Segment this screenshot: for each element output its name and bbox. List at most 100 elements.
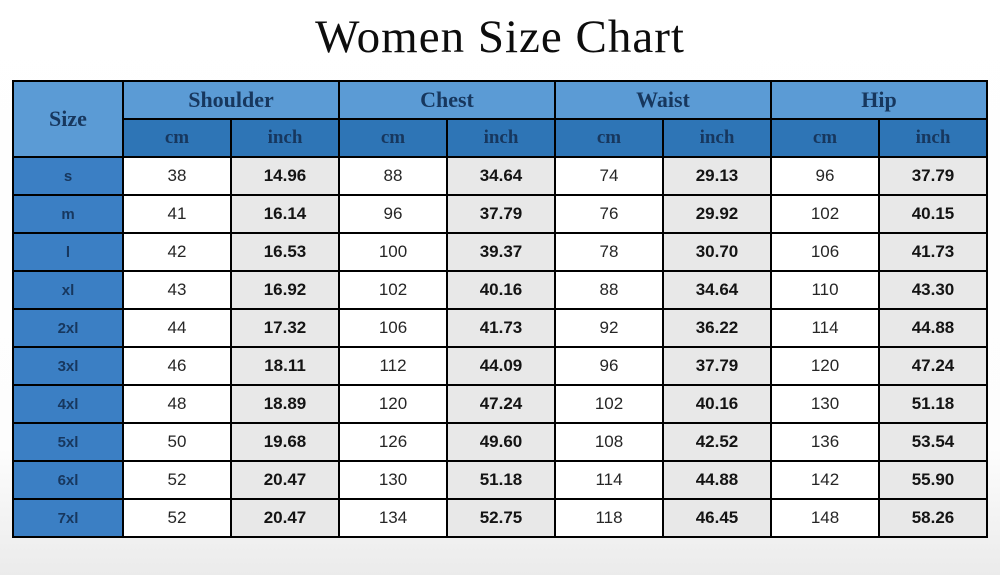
unit-header-chest-inch: inch: [446, 118, 556, 159]
table-row: m 41 16.14 96 37.79 76 29.92 102 40.15: [12, 194, 988, 235]
unit-header-shoulder-cm: cm: [122, 118, 232, 159]
row-size-label: 7xl: [12, 498, 124, 539]
row-size-label: l: [12, 232, 124, 273]
cell-hip-inch: 51.18: [878, 384, 988, 425]
cell-shoulder-cm: 52: [122, 498, 232, 539]
table-body: s 38 14.96 88 34.64 74 29.13 96 37.79 m 41 16.14 96 3…: [12, 156, 988, 539]
cell-chest-cm: 120: [338, 384, 448, 425]
cell-shoulder-inch: 14.96: [230, 156, 340, 197]
group-header-chest: Chest: [338, 80, 556, 121]
group-header-waist: Waist: [554, 80, 772, 121]
cell-chest-inch: 47.24: [446, 384, 556, 425]
cell-waist-inch: 30.70: [662, 232, 772, 273]
cell-chest-cm: 112: [338, 346, 448, 387]
cell-chest-cm: 88: [338, 156, 448, 197]
cell-chest-inch: 49.60: [446, 422, 556, 463]
cell-chest-inch: 37.79: [446, 194, 556, 235]
unit-header-row: cm inch cm inch cm inch cm inch: [13, 118, 988, 159]
cell-waist-cm: 88: [554, 270, 664, 311]
cell-waist-cm: 96: [554, 346, 664, 387]
row-size-label: 2xl: [12, 308, 124, 349]
unit-header-hip-inch: inch: [878, 118, 988, 159]
cell-hip-cm: 130: [770, 384, 880, 425]
cell-shoulder-inch: 20.47: [230, 498, 340, 539]
cell-chest-inch: 44.09: [446, 346, 556, 387]
cell-shoulder-cm: 43: [122, 270, 232, 311]
cell-chest-cm: 102: [338, 270, 448, 311]
cell-chest-inch: 34.64: [446, 156, 556, 197]
unit-header-hip-cm: cm: [770, 118, 880, 159]
group-header-row: Size Shoulder Chest Waist Hip: [12, 80, 988, 159]
cell-chest-inch: 39.37: [446, 232, 556, 273]
unit-header-waist-inch: inch: [662, 118, 772, 159]
cell-shoulder-cm: 38: [122, 156, 232, 197]
cell-shoulder-cm: 42: [122, 232, 232, 273]
cell-shoulder-inch: 17.32: [230, 308, 340, 349]
cell-chest-inch: 52.75: [446, 498, 556, 539]
cell-waist-cm: 92: [554, 308, 664, 349]
cell-shoulder-inch: 16.92: [230, 270, 340, 311]
cell-shoulder-cm: 48: [122, 384, 232, 425]
cell-hip-inch: 58.26: [878, 498, 988, 539]
cell-shoulder-cm: 46: [122, 346, 232, 387]
cell-hip-cm: 148: [770, 498, 880, 539]
cell-waist-inch: 44.88: [662, 460, 772, 501]
row-size-label: 6xl: [12, 460, 124, 501]
table-row: 7xl 52 20.47 134 52.75 118 46.45 148 58.26: [12, 498, 988, 539]
cell-hip-inch: 55.90: [878, 460, 988, 501]
cell-waist-cm: 114: [554, 460, 664, 501]
size-chart-table: Size Shoulder Chest Waist Hip cm inch cm…: [12, 80, 988, 539]
cell-chest-cm: 130: [338, 460, 448, 501]
row-size-label: 5xl: [12, 422, 124, 463]
cell-waist-cm: 74: [554, 156, 664, 197]
cell-waist-cm: 76: [554, 194, 664, 235]
cell-shoulder-cm: 44: [122, 308, 232, 349]
table-row: xl 43 16.92 102 40.16 88 34.64 110 43.30: [12, 270, 988, 311]
cell-hip-cm: 114: [770, 308, 880, 349]
table-row: 4xl 48 18.89 120 47.24 102 40.16 130 51.18: [12, 384, 988, 425]
cell-shoulder-inch: 16.53: [230, 232, 340, 273]
size-column-header: Size: [12, 80, 124, 159]
row-size-label: xl: [12, 270, 124, 311]
table-row: 2xl 44 17.32 106 41.73 92 36.22 114 44.88: [12, 308, 988, 349]
cell-shoulder-inch: 18.11: [230, 346, 340, 387]
cell-hip-inch: 44.88: [878, 308, 988, 349]
cell-shoulder-inch: 19.68: [230, 422, 340, 463]
cell-chest-cm: 106: [338, 308, 448, 349]
cell-hip-cm: 120: [770, 346, 880, 387]
cell-shoulder-cm: 41: [122, 194, 232, 235]
cell-waist-inch: 37.79: [662, 346, 772, 387]
unit-header-waist-cm: cm: [554, 118, 664, 159]
cell-waist-cm: 102: [554, 384, 664, 425]
cell-waist-inch: 40.16: [662, 384, 772, 425]
cell-hip-inch: 37.79: [878, 156, 988, 197]
unit-header-chest-cm: cm: [338, 118, 448, 159]
table-row: 5xl 50 19.68 126 49.60 108 42.52 136 53.54: [12, 422, 988, 463]
cell-hip-inch: 41.73: [878, 232, 988, 273]
cell-hip-cm: 136: [770, 422, 880, 463]
cell-hip-inch: 40.15: [878, 194, 988, 235]
cell-waist-cm: 78: [554, 232, 664, 273]
cell-waist-inch: 46.45: [662, 498, 772, 539]
cell-hip-cm: 142: [770, 460, 880, 501]
cell-hip-inch: 43.30: [878, 270, 988, 311]
group-header-shoulder: Shoulder: [122, 80, 340, 121]
cell-hip-cm: 96: [770, 156, 880, 197]
group-header-hip: Hip: [770, 80, 988, 121]
table-row: s 38 14.96 88 34.64 74 29.13 96 37.79: [12, 156, 988, 197]
cell-chest-cm: 96: [338, 194, 448, 235]
cell-waist-inch: 42.52: [662, 422, 772, 463]
cell-shoulder-cm: 50: [122, 422, 232, 463]
cell-waist-cm: 108: [554, 422, 664, 463]
cell-shoulder-inch: 20.47: [230, 460, 340, 501]
cell-chest-inch: 40.16: [446, 270, 556, 311]
row-size-label: 3xl: [12, 346, 124, 387]
cell-waist-inch: 34.64: [662, 270, 772, 311]
row-size-label: m: [12, 194, 124, 235]
table-row: 3xl 46 18.11 112 44.09 96 37.79 120 47.24: [12, 346, 988, 387]
cell-hip-cm: 102: [770, 194, 880, 235]
table-header: Size Shoulder Chest Waist Hip cm inch cm…: [12, 80, 988, 159]
cell-chest-cm: 100: [338, 232, 448, 273]
cell-waist-cm: 118: [554, 498, 664, 539]
cell-waist-inch: 36.22: [662, 308, 772, 349]
